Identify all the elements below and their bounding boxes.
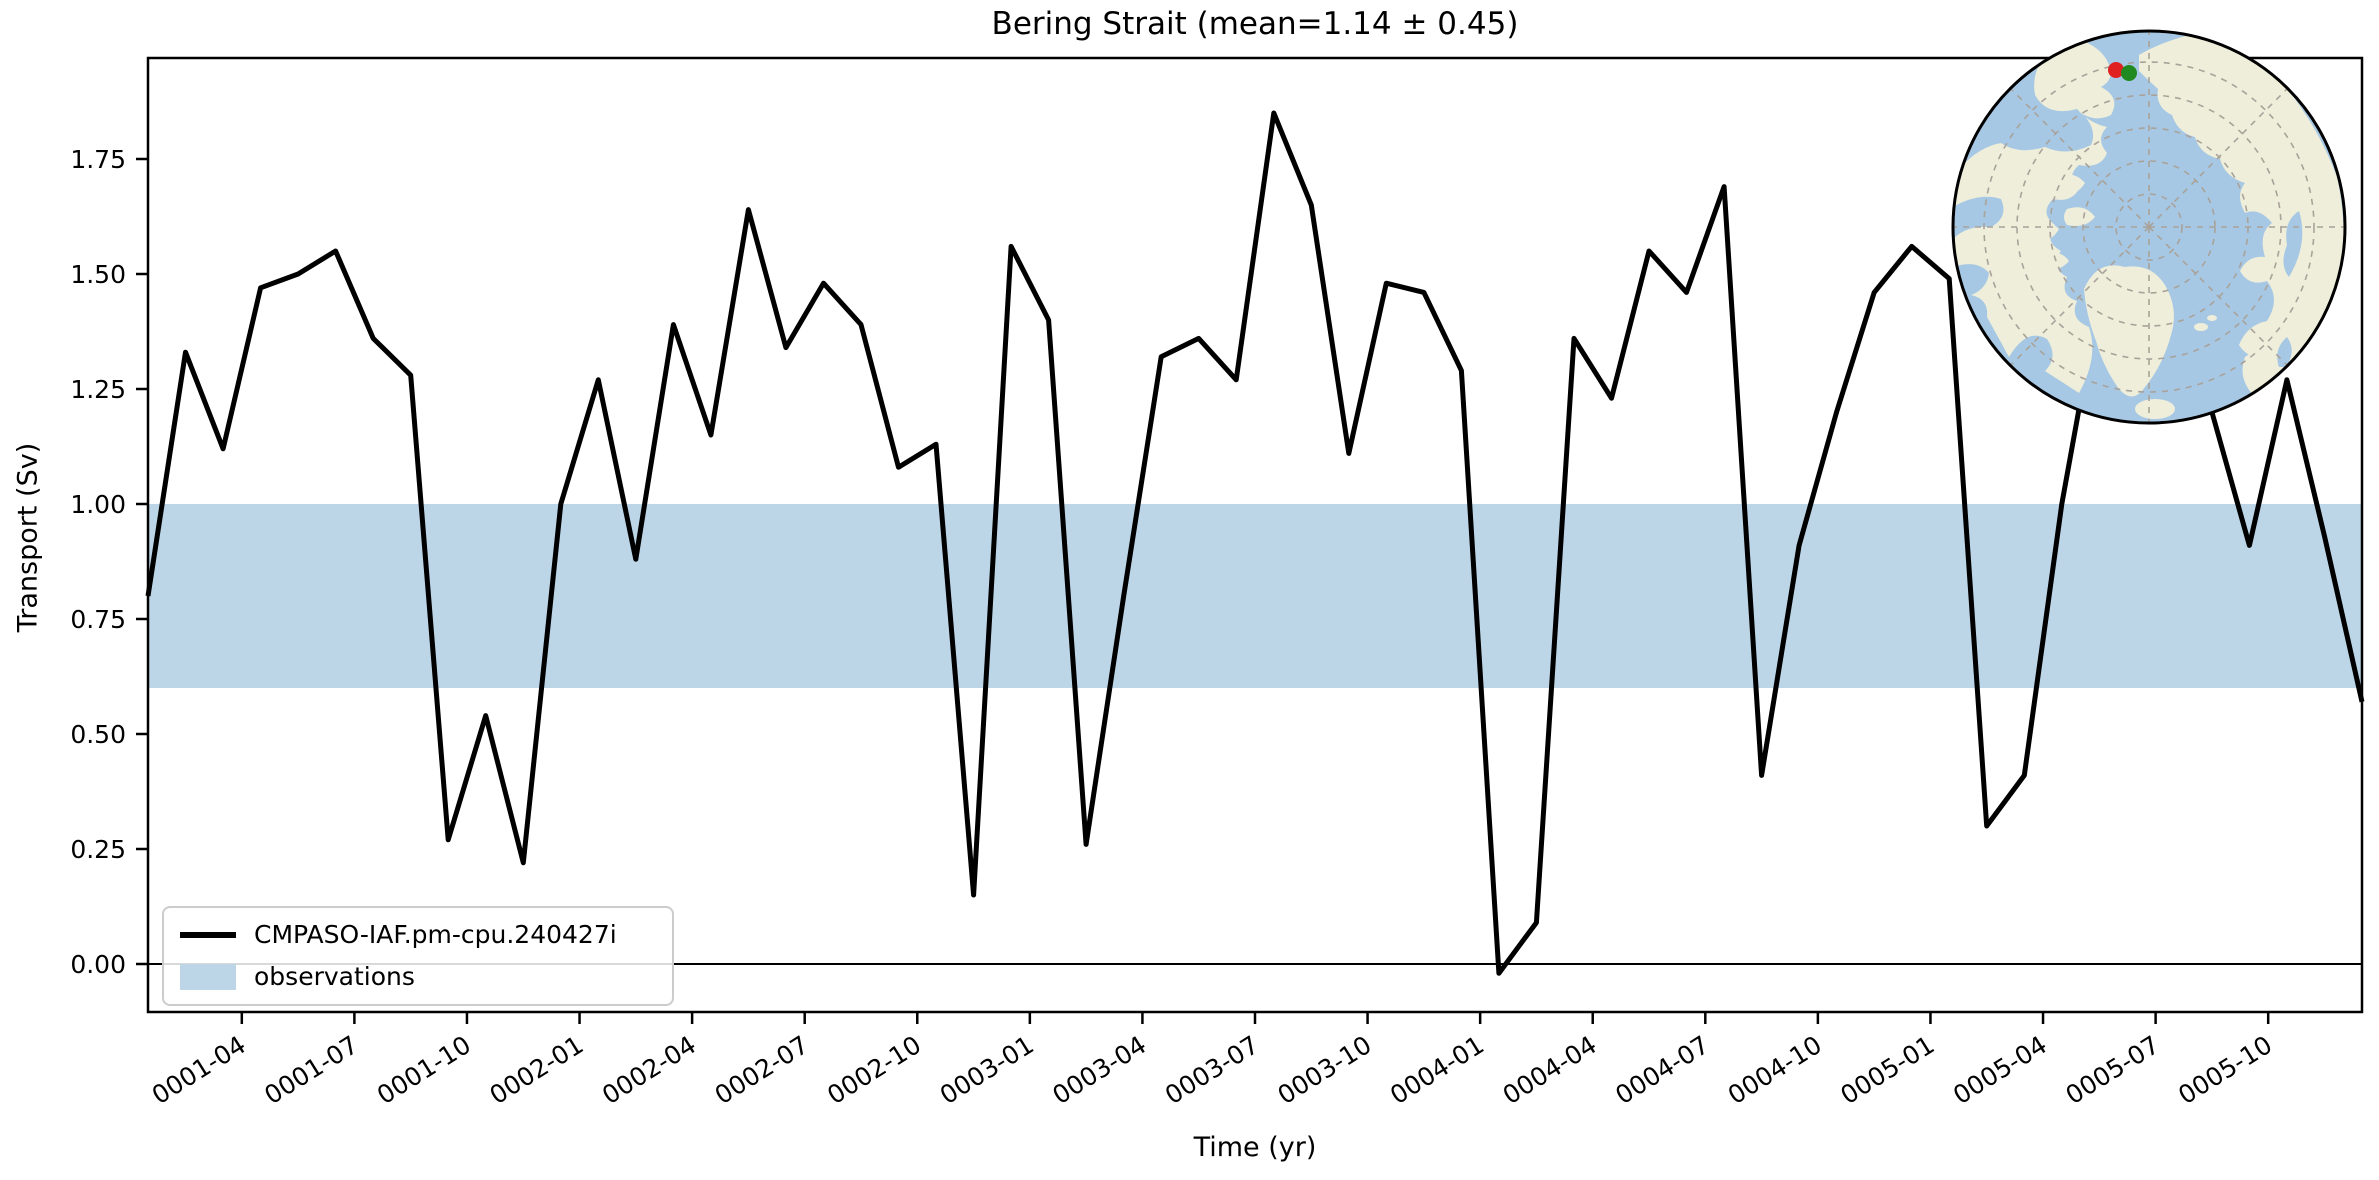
legend: CMPASO-IAF.pm-cpu.240427i observations <box>162 906 674 1006</box>
svg-text:0004-10: 0004-10 <box>1723 1030 1827 1110</box>
x-tick-labels: 0001-04 0001-07 0001-10 0002-01 0002-04 0002-… <box>147 1012 2277 1110</box>
svg-text:0005-07: 0005-07 <box>2061 1030 2165 1110</box>
svg-text:1.75: 1.75 <box>70 145 126 174</box>
svg-text:0003-10: 0003-10 <box>1273 1030 1377 1110</box>
svg-text:1.00: 1.00 <box>70 490 126 519</box>
svg-text:0.00: 0.00 <box>70 950 126 979</box>
svg-text:0.75: 0.75 <box>70 605 126 634</box>
model-series-line <box>145 110 2365 976</box>
svg-text:1.25: 1.25 <box>70 375 126 404</box>
svg-text:1.50: 1.50 <box>70 260 126 289</box>
observations-band <box>148 504 2362 688</box>
svg-text:0001-07: 0001-07 <box>259 1030 363 1110</box>
inset-map <box>1951 29 2347 425</box>
svg-text:0003-07: 0003-07 <box>1160 1030 1264 1110</box>
svg-text:0004-07: 0004-07 <box>1610 1030 1714 1110</box>
svg-text:0005-04: 0005-04 <box>1948 1030 2052 1110</box>
svg-text:0.50: 0.50 <box>70 720 126 749</box>
y-axis-label: Transport (Sv) <box>12 442 44 633</box>
map-border <box>1951 29 2347 425</box>
model-line-swatch <box>180 932 236 938</box>
site-marker-red-icon <box>2108 62 2124 78</box>
observations-swatch <box>180 964 236 990</box>
y-tick-labels: 0.00 0.25 0.50 0.75 1.00 1.25 1.50 1.75 <box>70 145 148 979</box>
svg-text:0002-07: 0002-07 <box>710 1030 814 1110</box>
svg-text:0002-01: 0002-01 <box>485 1030 589 1110</box>
x-axis-label: Time (yr) <box>1193 1132 1317 1163</box>
chart-title: Bering Strait (mean=1.14 ± 0.45) <box>991 6 1519 42</box>
svg-text:0003-01: 0003-01 <box>935 1030 1039 1110</box>
legend-label-observations: observations <box>254 962 415 991</box>
map-graticule <box>1953 31 2345 423</box>
svg-text:0002-10: 0002-10 <box>822 1030 926 1110</box>
svg-text:0002-04: 0002-04 <box>597 1030 701 1110</box>
svg-text:0005-10: 0005-10 <box>2173 1030 2277 1110</box>
legend-item-observations: observations <box>180 960 656 994</box>
legend-item-model: CMPASO-IAF.pm-cpu.240427i <box>180 918 656 952</box>
svg-text:0001-04: 0001-04 <box>147 1030 251 1110</box>
legend-label-model: CMPASO-IAF.pm-cpu.240427i <box>254 920 617 949</box>
svg-text:0.25: 0.25 <box>70 835 126 864</box>
svg-text:0005-01: 0005-01 <box>1835 1030 1939 1110</box>
svg-text:0001-10: 0001-10 <box>372 1030 476 1110</box>
svg-text:0004-04: 0004-04 <box>1498 1030 1602 1110</box>
svg-text:0004-01: 0004-01 <box>1385 1030 1489 1110</box>
site-marker-green-icon <box>2121 65 2137 81</box>
svg-text:0003-04: 0003-04 <box>1047 1030 1151 1110</box>
